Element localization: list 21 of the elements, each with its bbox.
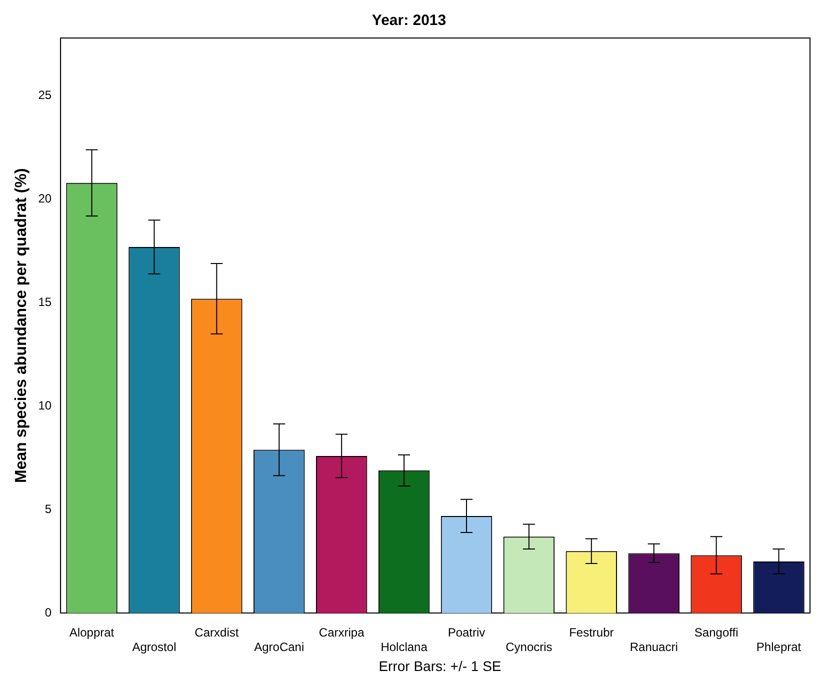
x-tick-label: Carxdist [194, 626, 240, 640]
y-tick-label: 10 [38, 398, 52, 413]
x-tick-label: Alopprat [69, 626, 115, 640]
y-tick-label: 0 [44, 606, 52, 620]
x-tick-label: Cynocris [506, 640, 552, 654]
x-tick-label: Carxripa [318, 626, 365, 640]
x-tick-label: Phleprat [756, 640, 802, 654]
y-tick-label: 5 [44, 502, 52, 516]
y-tick-label: 25 [38, 88, 52, 102]
text: Error Bars: +/- 1 SE [378, 658, 502, 674]
x-tick-label: Ranuacri [630, 640, 678, 654]
x-tick-label: Poatriv [448, 626, 486, 640]
chart-title: Year: 2013 [372, 12, 446, 30]
y-tick-label: 15 [38, 295, 52, 310]
x-tick-label: Festrubr [569, 626, 614, 640]
x-tick-label: AgroCani [254, 640, 304, 654]
y-axis-title: Mean species abundance per quadrat (%) [13, 168, 30, 483]
x-tick-label: Sangoffi [694, 626, 738, 640]
x-tick-label: Agrostol [132, 640, 176, 654]
y-tick-label: 20 [38, 192, 52, 206]
x-tick-label: Holclana [380, 640, 428, 654]
